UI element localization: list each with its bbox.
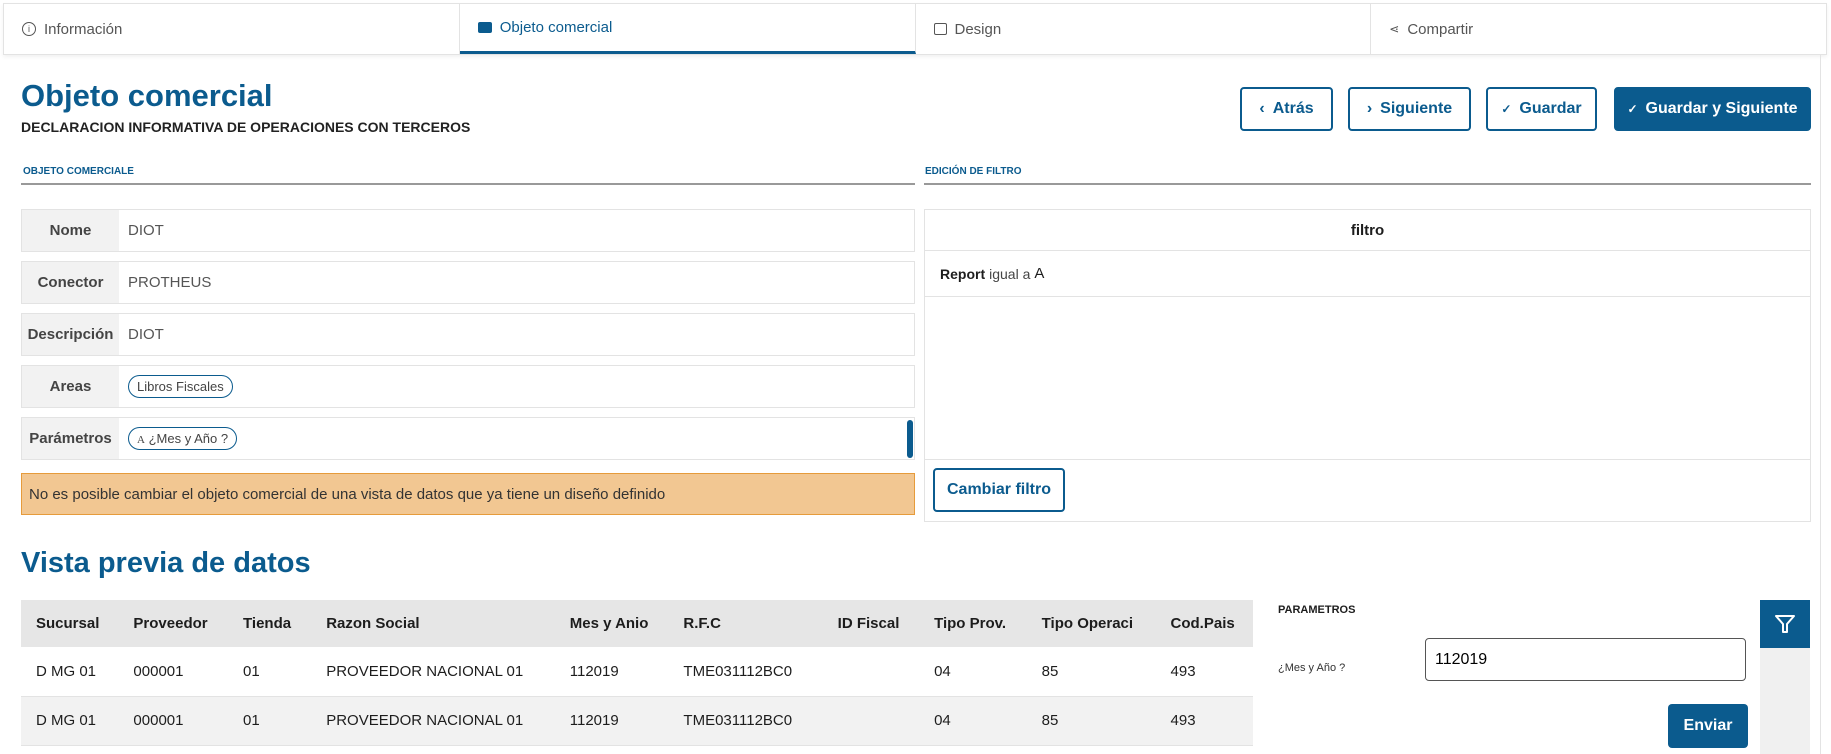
column-header[interactable]: ID Fiscal <box>822 600 920 647</box>
table-cell: D MG 01 <box>21 696 119 746</box>
chevron-left-icon: ‹ <box>1259 100 1265 117</box>
page-scrollbar-track[interactable] <box>1820 55 1821 754</box>
section-heading-objeto: OBJETO COMERCIALE <box>23 166 134 177</box>
column-header[interactable]: R.F.C <box>668 600 823 647</box>
column-header[interactable]: Mes y Anio <box>554 600 669 647</box>
filter-icon <box>1775 615 1795 633</box>
tab-bar: i Información Objeto comercial Design ⋖ Co… <box>3 3 1827 55</box>
tab-design[interactable]: Design <box>916 4 1372 54</box>
change-filter-button[interactable]: Cambiar filtro <box>933 468 1065 512</box>
parameters-title: PARAMETROS <box>1278 604 1356 616</box>
table-cell: PROVEEDOR NACIONAL 01 <box>311 647 555 697</box>
field-parametros: Parámetros A ¿Mes y Año ? <box>21 417 915 460</box>
table-row: D MG 01 000001 01 PROVEEDOR NACIONAL 01 1120… <box>21 647 1253 697</box>
warning-message: No es posible cambiar el objeto comercia… <box>21 473 915 515</box>
param-input[interactable] <box>1425 638 1746 681</box>
column-header[interactable]: Cod.Pais <box>1155 600 1253 647</box>
briefcase-icon <box>477 22 492 33</box>
table-cell: 112019 <box>554 696 669 746</box>
table-cell: TME031112BC0 <box>668 647 823 697</box>
table-cell <box>822 647 920 697</box>
submit-button[interactable]: Enviar <box>1668 704 1748 748</box>
column-header[interactable]: Tienda <box>228 600 312 647</box>
info-icon: i <box>22 22 36 36</box>
table-cell: 493 <box>1155 696 1253 746</box>
table-cell: 85 <box>1026 696 1156 746</box>
share-icon: ⋖ <box>1389 22 1400 36</box>
table-cell: TME031112BC0 <box>668 696 823 746</box>
column-header[interactable]: Sucursal <box>21 600 119 647</box>
tab-objeto-comercial[interactable]: Objeto comercial <box>459 4 916 54</box>
divider <box>21 183 915 185</box>
divider <box>924 183 1811 185</box>
field-conector: Conector PROTHEUS <box>21 261 915 304</box>
next-button[interactable]: › Siguiente <box>1348 87 1471 131</box>
table-cell: 493 <box>1155 647 1253 697</box>
table-cell <box>822 696 920 746</box>
table-cell: 112019 <box>554 647 669 697</box>
table-cell: 01 <box>228 696 312 746</box>
table-cell: 000001 <box>118 696 229 746</box>
preview-table: Sucursal Proveedor Tienda Razon Social Mes y… <box>21 600 1253 746</box>
table-cell: D MG 01 <box>21 647 119 697</box>
save-and-next-button[interactable]: ✓ Guardar y Siguiente <box>1614 87 1811 131</box>
page-subtitle: DECLARACION INFORMATIVA DE OPERACIONES C… <box>21 119 471 135</box>
section-heading-filtro: EDICIÓN DE FILTRO <box>925 166 1022 177</box>
scrollbar[interactable] <box>907 420 913 458</box>
preview-title: Vista previa de datos <box>21 547 311 579</box>
back-button[interactable]: ‹ Atrás <box>1240 87 1333 131</box>
field-nome: Nome DIOT <box>21 209 915 252</box>
column-header[interactable]: Razon Social <box>311 600 555 647</box>
filter-toggle-button[interactable] <box>1760 600 1810 648</box>
column-header[interactable]: Proveedor <box>118 600 229 647</box>
parameters-panel: PARAMETROS ¿Mes y Año ? Enviar <box>1253 590 1760 754</box>
table-cell: 000001 <box>118 647 229 697</box>
field-areas: Areas Libros Fiscales <box>21 365 915 408</box>
table-cell: 85 <box>1026 647 1156 697</box>
table-cell: 04 <box>919 647 1027 697</box>
field-descripcion: Descripción DIOT <box>21 313 915 356</box>
chevron-right-icon: › <box>1366 100 1373 117</box>
column-header[interactable]: Tipo Operaci <box>1026 600 1156 647</box>
check-icon: ✓ <box>1627 102 1638 116</box>
page-title: Objeto comercial <box>21 78 273 113</box>
param-chip[interactable]: A ¿Mes y Año ? <box>128 427 238 450</box>
table-cell: 04 <box>919 696 1027 746</box>
column-header[interactable]: Tipo Prov. <box>919 600 1027 647</box>
check-icon: ✓ <box>1501 102 1512 116</box>
filter-header: filtro <box>925 210 1810 251</box>
table-cell: 01 <box>228 647 312 697</box>
tab-compartir[interactable]: ⋖ Compartir <box>1389 20 1474 38</box>
image-icon <box>933 23 947 35</box>
table-cell: PROVEEDOR NACIONAL 01 <box>311 696 555 746</box>
param-label: ¿Mes y Año ? <box>1278 662 1346 674</box>
tab-informacion[interactable]: i Información <box>4 4 460 54</box>
area-chip: Libros Fiscales <box>128 375 233 398</box>
table-row: D MG 01 000001 01 PROVEEDOR NACIONAL 01 1120… <box>21 696 1253 746</box>
text-type-icon: A <box>137 434 145 446</box>
save-button[interactable]: ✓ Guardar <box>1486 87 1597 131</box>
